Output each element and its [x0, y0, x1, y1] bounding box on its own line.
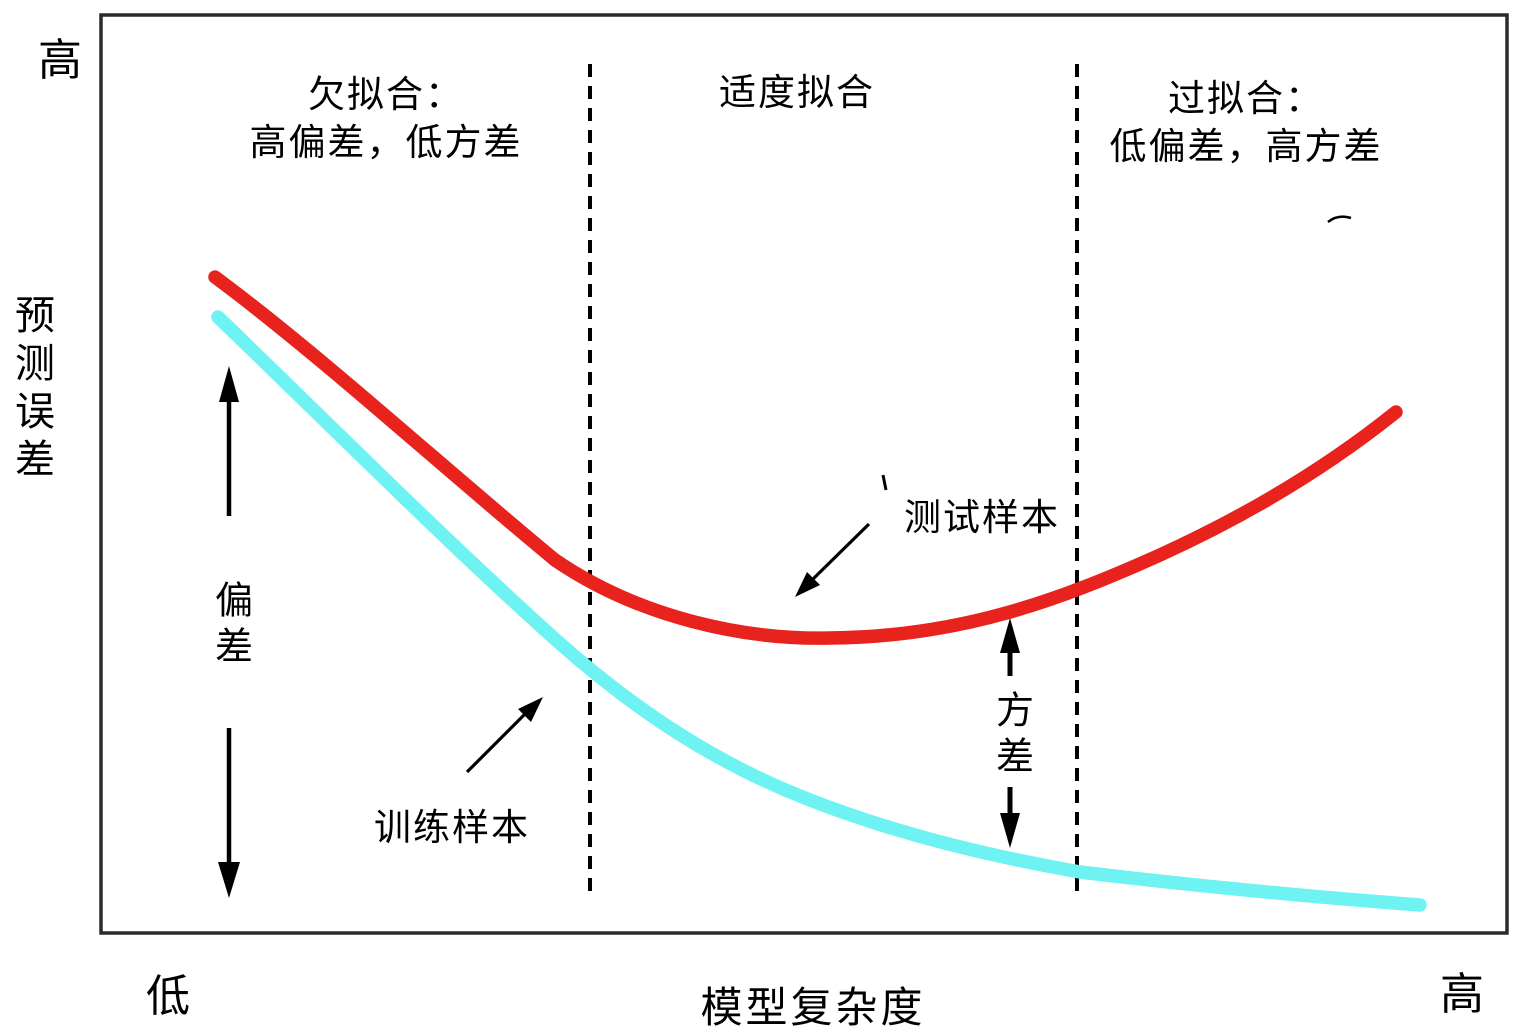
- variance-double-arrow: [1000, 618, 1020, 848]
- x-axis-high-label: 高: [1440, 970, 1484, 1019]
- variance-down-arrowhead-icon: [1000, 813, 1020, 848]
- region-caption-overfit: 过拟合： 低偏差，高方差: [1110, 76, 1383, 172]
- x-axis-title: 模型复杂度: [700, 986, 926, 1028]
- test-arrowhead-icon: [795, 572, 820, 597]
- train-error-curve: [211, 310, 1427, 912]
- y-axis-title: 预测误差: [9, 294, 54, 486]
- stray-mark-tilde: [1327, 215, 1352, 224]
- underfit-line2: 高偏差，低方差: [249, 123, 523, 164]
- y-axis-high-label: 高: [38, 36, 82, 85]
- test-curve-label: 测试样本: [904, 498, 1060, 539]
- bias-up-arrowhead-icon: [219, 366, 239, 402]
- train-arrowhead-icon: [518, 697, 543, 722]
- bias-double-arrow: [218, 366, 240, 898]
- variance-up-arrowhead-icon: [1000, 618, 1020, 653]
- overfit-line1: 过拟合：: [1168, 79, 1324, 120]
- test-callout-arrow: [795, 522, 871, 597]
- overfit-line2: 低偏差，高方差: [1109, 127, 1383, 168]
- region-caption-goodfit: 适度拟合: [719, 73, 875, 114]
- x-axis-low-label: 低: [146, 972, 190, 1021]
- train-curve-label: 训练样本: [374, 808, 530, 849]
- bias-down-arrowhead-icon: [218, 862, 240, 898]
- test-error-curve: [208, 270, 1403, 645]
- region-caption-underfit: 欠拟合： 高偏差，低方差: [250, 72, 523, 168]
- variance-label: 方差: [989, 690, 1032, 782]
- bias-label: 偏差: [208, 580, 251, 672]
- plot-border: [99, 13, 1509, 935]
- underfit-line1: 欠拟合：: [308, 75, 464, 116]
- stray-mark-tick: [881, 474, 888, 491]
- train-callout-arrow: [465, 697, 543, 774]
